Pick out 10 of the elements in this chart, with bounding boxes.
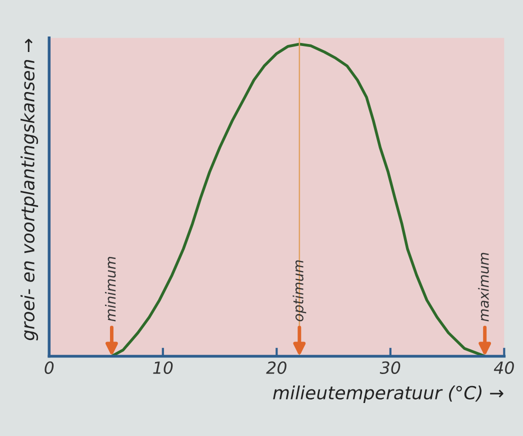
y-axis-title: groei- en voortplantingskansen → bbox=[20, 38, 38, 340]
annotation: minimum bbox=[105, 256, 116, 322]
x-tick-label: 30 bbox=[380, 361, 400, 374]
x-tick-label: 20 bbox=[266, 361, 286, 374]
annotation: maximum bbox=[478, 252, 489, 322]
annotation: optimum bbox=[292, 260, 306, 322]
x-tick-label: 0 bbox=[44, 361, 54, 374]
x-tick-label: 40 bbox=[494, 361, 514, 374]
x-axis-title: milieutemperatuur (°C) → bbox=[273, 386, 504, 404]
x-tick-label: 10 bbox=[153, 361, 173, 374]
